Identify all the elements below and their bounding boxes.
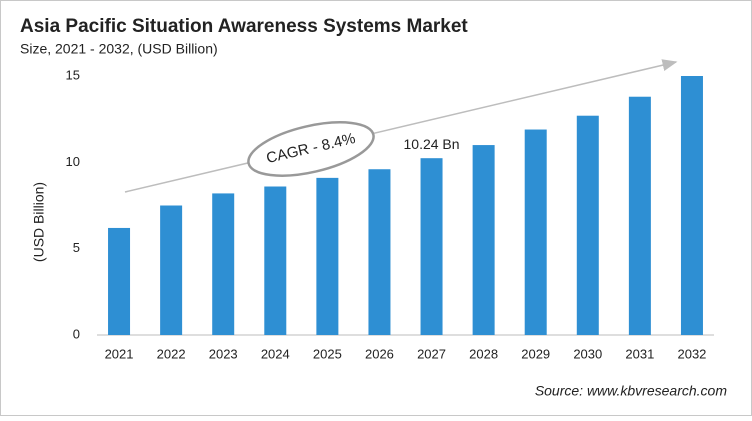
bar: [576, 115, 599, 335]
y-tick-label: 15: [66, 67, 80, 82]
x-tick-label: 2028: [469, 346, 498, 361]
x-tick-label: 2024: [261, 346, 290, 361]
x-tick-label: 2025: [313, 346, 342, 361]
y-tick-label: 0: [73, 326, 80, 341]
bar: [212, 193, 235, 335]
bar: [472, 145, 495, 335]
cagr-ellipse: [247, 121, 375, 177]
bar: [108, 227, 131, 335]
chart-subtitle: Size, 2021 - 2032, (USD Billion): [20, 41, 218, 57]
x-tick-label: 2027: [417, 346, 446, 361]
x-tick-label: 2021: [105, 346, 134, 361]
value-label: 10.24 Bn: [404, 136, 460, 152]
y-axis-label: (USD Billion): [31, 182, 47, 262]
bar: [264, 186, 287, 335]
bar: [628, 96, 651, 335]
y-tick-label: 10: [66, 154, 80, 169]
x-tick-label: 2026: [365, 346, 394, 361]
y-tick-label: 5: [73, 240, 80, 255]
x-tick-label: 2030: [573, 346, 602, 361]
x-tick-label: 2022: [157, 346, 186, 361]
chart-title: Asia Pacific Situation Awareness Systems…: [20, 16, 468, 37]
x-tick-label: 2023: [209, 346, 238, 361]
source: Source: www.kbvresearch.com: [535, 383, 728, 399]
trend-arrow: [124, 59, 678, 193]
x-tick-label: 2031: [625, 346, 654, 361]
bar: [680, 76, 703, 335]
bar: [524, 129, 547, 335]
bar: [420, 158, 443, 335]
x-tick-label: 2029: [521, 346, 550, 361]
bar: [368, 169, 391, 335]
bar: [316, 177, 339, 335]
x-tick-label: 2032: [677, 346, 706, 361]
bar: [160, 205, 183, 335]
